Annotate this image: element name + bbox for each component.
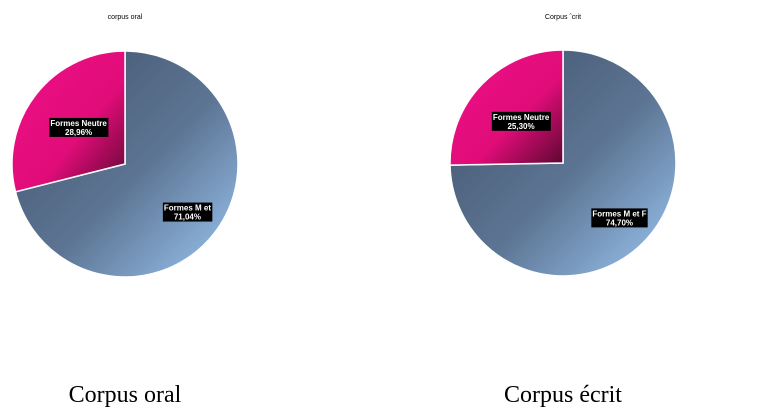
label-box xyxy=(591,208,648,228)
slice-value: 28,96% xyxy=(65,128,92,137)
chart-title: corpus oral xyxy=(108,14,143,21)
slice-label: Formes M et F74,70% xyxy=(591,208,648,228)
caption: Corpus écrit xyxy=(504,382,622,408)
slice-name: Formes Neutre xyxy=(493,113,550,122)
slice-name: Formes M et F xyxy=(592,209,646,218)
caption: Corpus oral xyxy=(69,382,182,408)
pie-slice xyxy=(449,49,564,166)
slice-value: 71,04% xyxy=(174,213,201,222)
slice-value: 74,70% xyxy=(606,218,633,227)
label-box xyxy=(162,202,213,222)
slice-name: Formes Neutre xyxy=(50,119,107,128)
slice-value: 25,30% xyxy=(507,122,534,131)
slice-name: Formes M et xyxy=(164,204,211,213)
chart-title: Corpus ˆcrit xyxy=(545,14,581,21)
label-box xyxy=(491,111,551,131)
label-box xyxy=(49,117,109,137)
